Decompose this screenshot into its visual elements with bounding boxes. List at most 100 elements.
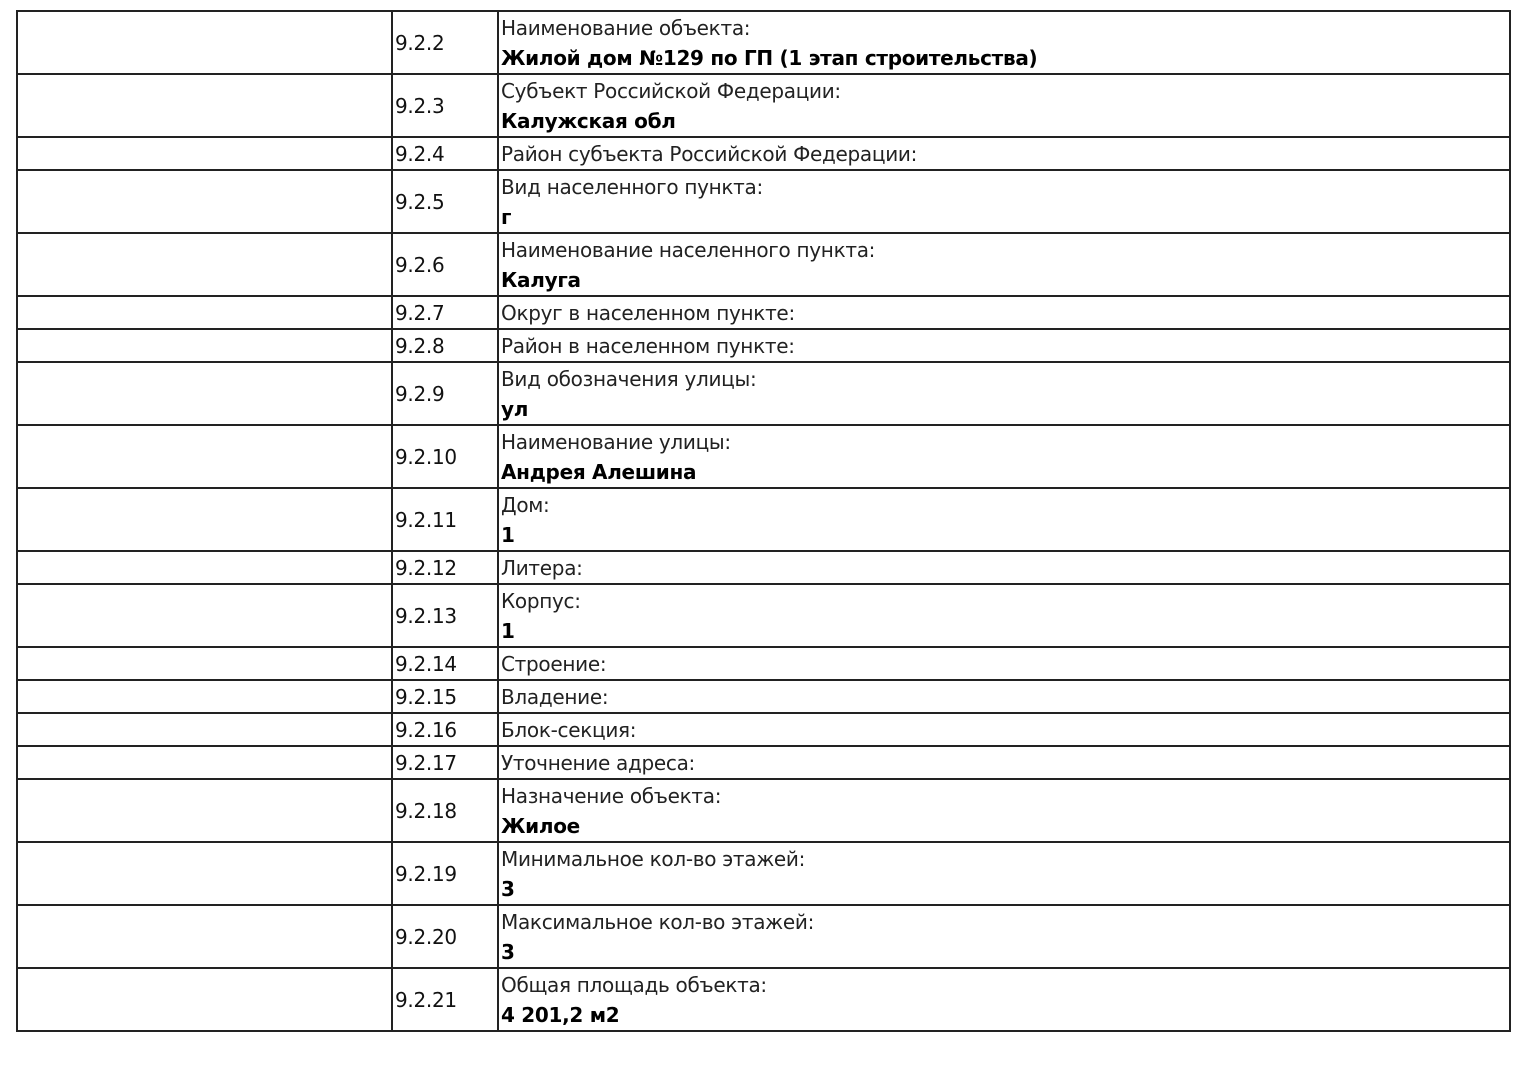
item-number: 9.2.20 [391,904,499,969]
table-row: 9.2.21 Общая площадь объекта: 4 201,2 м2 [16,967,1511,1032]
item-content: Литера: [497,550,1511,585]
item-number: 9.2.10 [391,424,499,489]
item-label: Наименование объекта: [501,15,751,40]
empty-cell [16,232,393,297]
table-row: 9.2.19 Минимальное кол-во этажей: 3 [16,841,1511,906]
table-row: 9.2.4 Район субъекта Российской Федерации… [16,136,1511,171]
item-value: Андрея Алешина [501,459,697,484]
item-content: Строение: [497,646,1511,681]
table-row: 9.2.20 Максимальное кол-во этажей: 3 [16,904,1511,969]
table-row: 9.2.14 Строение: [16,646,1511,681]
empty-cell [16,136,393,171]
empty-cell [16,295,393,330]
table-row: 9.2.3 Субъект Российской Федерации: Калужс… [16,73,1511,138]
item-number: 9.2.21 [391,967,499,1032]
table-row: 9.2.12 Литера: [16,550,1511,585]
item-value: Калуга [501,267,581,292]
item-label: Вид обозначения улицы: [501,366,757,391]
item-label: Наименование населенного пункта: [501,237,876,262]
item-value: 4 201,2 м2 [501,1002,620,1027]
empty-cell [16,424,393,489]
empty-cell [16,679,393,714]
item-value: Жилой дом №129 по ГП (1 этап строительст… [501,45,1038,70]
table-row: 9.2.5 Вид населенного пункта: г [16,169,1511,234]
item-content: Минимальное кол-во этажей: 3 [497,841,1511,906]
item-label: Максимальное кол-во этажей: [501,909,815,934]
item-number: 9.2.17 [391,745,499,780]
item-label: Назначение объекта: [501,783,722,808]
table-row: 9.2.15 Владение: [16,679,1511,714]
item-value: 1 [501,618,515,643]
table-row: 9.2.10 Наименование улицы: Андрея Алешина [16,424,1511,489]
empty-cell [16,583,393,648]
item-content: Район субъекта Российской Федерации: [497,136,1511,171]
item-content: Субъект Российской Федерации: Калужская о… [497,73,1511,138]
table-row: 9.2.2 Наименование объекта: Жилой дом №129… [16,10,1511,75]
item-content: Наименование населенного пункта: Калуга [497,232,1511,297]
item-content: Вид обозначения улицы: ул [497,361,1511,426]
item-label: Субъект Российской Федерации: [501,78,841,103]
empty-cell [16,73,393,138]
item-label: Блок-секция: [501,717,637,742]
item-content: Назначение объекта: Жилое [497,778,1511,843]
item-content: Блок-секция: [497,712,1511,747]
item-label: Район в населенном пункте: [501,333,795,358]
empty-cell [16,550,393,585]
empty-cell [16,10,393,75]
table-row: 9.2.11 Дом: 1 [16,487,1511,552]
empty-cell [16,967,393,1032]
item-content: Округ в населенном пункте: [497,295,1511,330]
item-content: Владение: [497,679,1511,714]
item-value: Жилое [501,813,580,838]
table-row: 9.2.17 Уточнение адреса: [16,745,1511,780]
item-number: 9.2.5 [391,169,499,234]
object-info-table: 9.2.2 Наименование объекта: Жилой дом №129… [16,10,1511,1032]
empty-cell [16,841,393,906]
item-value: 3 [501,876,515,901]
table-row: 9.2.6 Наименование населенного пункта: Кал… [16,232,1511,297]
item-label: Минимальное кол-во этажей: [501,846,806,871]
item-content: Дом: 1 [497,487,1511,552]
item-label: Район субъекта Российской Федерации: [501,141,918,166]
empty-cell [16,646,393,681]
item-number: 9.2.14 [391,646,499,681]
empty-cell [16,328,393,363]
item-label: Литера: [501,555,583,580]
item-number: 9.2.7 [391,295,499,330]
table-row: 9.2.7 Округ в населенном пункте: [16,295,1511,330]
item-label: Общая площадь объекта: [501,972,767,997]
item-value: 1 [501,522,515,547]
empty-cell [16,712,393,747]
table-row: 9.2.16 Блок-секция: [16,712,1511,747]
item-number: 9.2.9 [391,361,499,426]
empty-cell [16,169,393,234]
item-label: Дом: [501,492,550,517]
item-content: Вид населенного пункта: г [497,169,1511,234]
table-row: 9.2.13 Корпус: 1 [16,583,1511,648]
item-content: Район в населенном пункте: [497,328,1511,363]
item-label: Строение: [501,651,607,676]
table-body: 9.2.2 Наименование объекта: Жилой дом №129… [16,10,1511,1032]
table-row: 9.2.18 Назначение объекта: Жилое [16,778,1511,843]
item-number: 9.2.13 [391,583,499,648]
item-number: 9.2.11 [391,487,499,552]
item-value: ул [501,396,529,421]
item-number: 9.2.12 [391,550,499,585]
empty-cell [16,487,393,552]
item-label: Уточнение адреса: [501,750,695,775]
item-number: 9.2.16 [391,712,499,747]
item-label: Владение: [501,684,609,709]
empty-cell [16,361,393,426]
table-row: 9.2.8 Район в населенном пункте: [16,328,1511,363]
item-label: Наименование улицы: [501,429,731,454]
item-number: 9.2.8 [391,328,499,363]
item-number: 9.2.4 [391,136,499,171]
item-label: Корпус: [501,588,581,613]
empty-cell [16,904,393,969]
item-content: Максимальное кол-во этажей: 3 [497,904,1511,969]
empty-cell [16,778,393,843]
item-content: Уточнение адреса: [497,745,1511,780]
item-number: 9.2.15 [391,679,499,714]
item-content: Общая площадь объекта: 4 201,2 м2 [497,967,1511,1032]
item-value: г [501,204,512,229]
